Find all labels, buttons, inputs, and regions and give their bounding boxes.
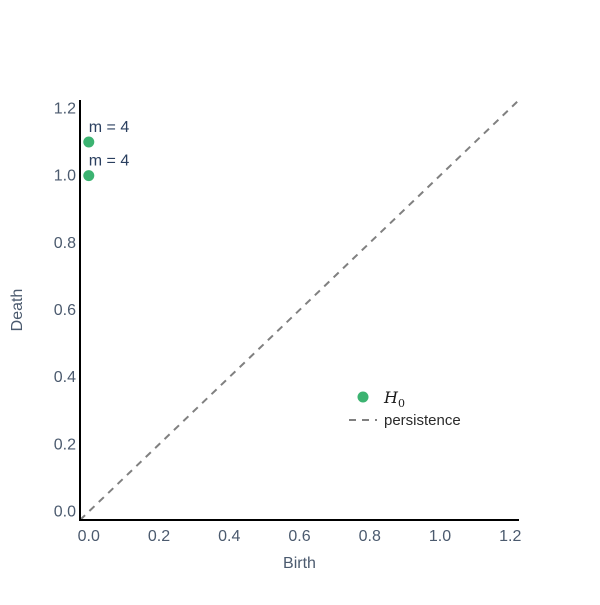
legend-label-h0-main: H <box>383 388 399 407</box>
legend: H0 persistence <box>349 388 461 429</box>
y-tick-label: 0.0 <box>54 504 76 521</box>
x-tick-label: 0.2 <box>148 528 170 545</box>
legend-label-persistence: persistence <box>384 412 461 429</box>
point-annotation: m = 4 <box>89 153 130 170</box>
x-tick-label: 0.8 <box>359 528 381 545</box>
x-tick-label: 1.2 <box>499 528 521 545</box>
y-tick-label: 0.4 <box>54 369 76 386</box>
persistence-diagonal-line <box>79 99 520 521</box>
x-tick-label: 1.0 <box>429 528 451 545</box>
y-tick-label: 0.6 <box>54 302 76 319</box>
data-point[interactable] <box>83 170 95 182</box>
legend-label-h0-subscript: 0 <box>398 397 405 410</box>
y-tick-label: 1.2 <box>54 100 76 117</box>
legend-label-h0: H0 <box>383 388 405 410</box>
y-axis-title: Death <box>9 289 26 332</box>
point-annotation: m = 4 <box>89 119 130 136</box>
data-point[interactable] <box>83 136 95 148</box>
x-tick-label: 0.6 <box>288 528 310 545</box>
y-tick-label: 0.2 <box>54 436 76 453</box>
y-tick-label: 1.0 <box>54 168 76 185</box>
x-tick-label: 0.0 <box>78 528 100 545</box>
x-tick-label: 0.4 <box>218 528 240 545</box>
legend-marker-h0 <box>357 391 369 403</box>
x-axis-title: Birth <box>283 555 316 572</box>
y-tick-label: 0.8 <box>54 235 76 252</box>
